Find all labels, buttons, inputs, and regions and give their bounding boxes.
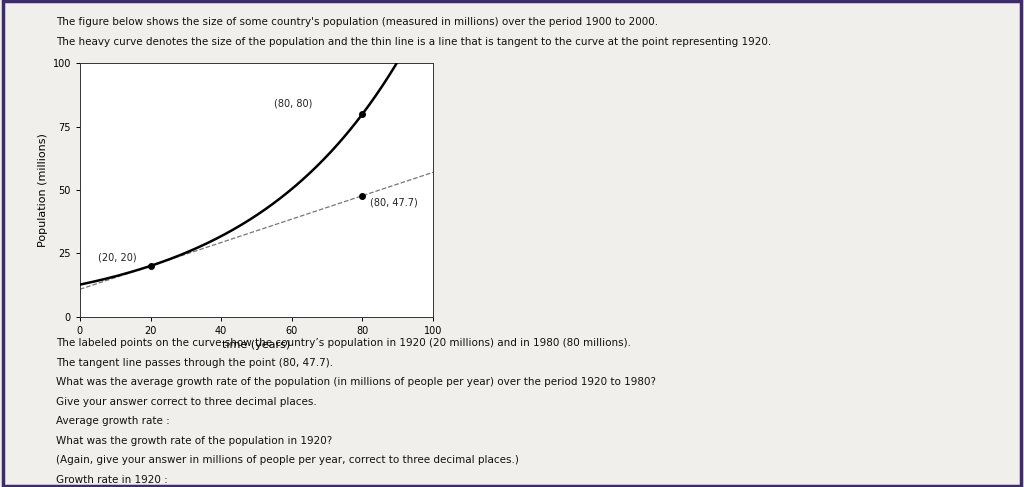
Text: What was the average growth rate of the population (in millions of people per ye: What was the average growth rate of the … <box>56 377 656 388</box>
Text: (20, 20): (20, 20) <box>97 253 136 263</box>
Text: Give your answer correct to three decimal places.: Give your answer correct to three decima… <box>56 397 317 407</box>
Text: Growth rate in 1920 :: Growth rate in 1920 : <box>56 475 168 485</box>
Text: (80, 47.7): (80, 47.7) <box>370 197 418 207</box>
Text: The heavy curve denotes the size of the population and the thin line is a line t: The heavy curve denotes the size of the … <box>56 37 771 47</box>
Text: The labeled points on the curve show the country’s population in 1920 (20 millio: The labeled points on the curve show the… <box>56 338 632 349</box>
Text: Average growth rate :: Average growth rate : <box>56 416 170 427</box>
Text: (80, 80): (80, 80) <box>274 98 312 109</box>
Y-axis label: Population (millions): Population (millions) <box>38 133 48 247</box>
Text: (Again, give your answer in millions of people per year, correct to three decima: (Again, give your answer in millions of … <box>56 455 519 466</box>
X-axis label: time (years): time (years) <box>222 340 291 350</box>
Text: The figure below shows the size of some country's population (measured in millio: The figure below shows the size of some … <box>56 17 658 27</box>
Text: What was the growth rate of the population in 1920?: What was the growth rate of the populati… <box>56 436 333 446</box>
Text: The tangent line passes through the point (80, 47.7).: The tangent line passes through the poin… <box>56 358 334 368</box>
